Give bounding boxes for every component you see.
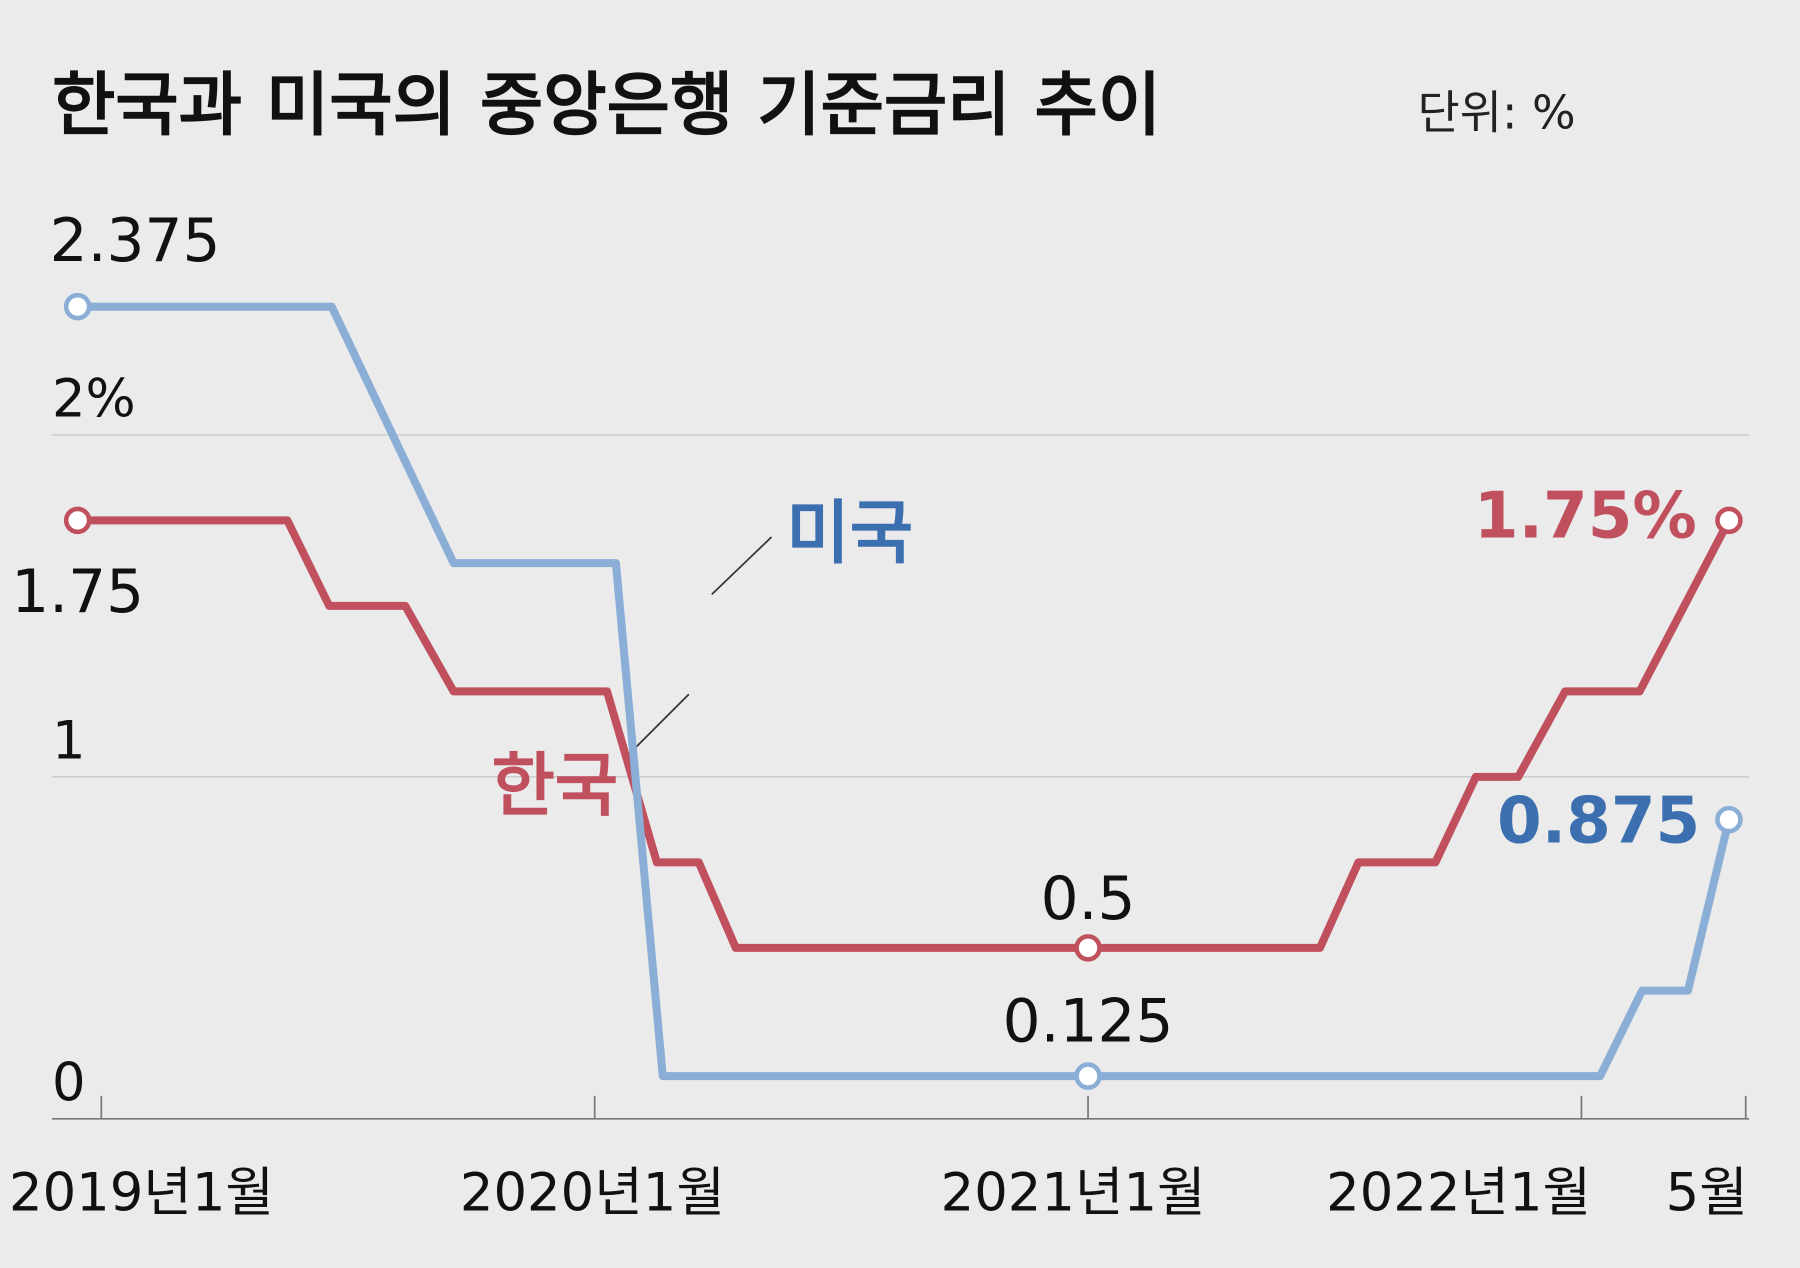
x-tick-label: 2020년1월 xyxy=(460,1163,725,1224)
series-line xyxy=(77,516,1733,952)
data-point xyxy=(63,506,92,535)
data-label: 1.75% xyxy=(1474,479,1697,554)
data-point xyxy=(1715,506,1743,535)
data-point xyxy=(1715,805,1743,834)
data-point xyxy=(1074,934,1102,962)
data-label: 1.75 xyxy=(11,558,144,627)
series-label: 한국 xyxy=(491,746,618,826)
x-tick-label: 2019년1월 xyxy=(9,1163,274,1224)
unit-label: 단위: % xyxy=(1418,86,1576,140)
y-tick-label: 1 xyxy=(52,711,86,772)
data-point xyxy=(1074,1062,1102,1090)
y-tick-label: 2% xyxy=(52,369,136,430)
data-label: 0.5 xyxy=(1041,865,1136,934)
x-tick-label: 5월 xyxy=(1666,1163,1748,1224)
data-label: 2.375 xyxy=(50,207,221,276)
data-label: 0.125 xyxy=(1003,988,1174,1057)
y-tick-label: 0 xyxy=(52,1052,86,1113)
x-tick-label: 2021년1월 xyxy=(941,1163,1206,1224)
series-line xyxy=(77,302,1733,1081)
leader-line xyxy=(628,693,690,755)
x-tick-label: 2022년1월 xyxy=(1326,1163,1591,1224)
series-label: 미국 xyxy=(786,494,913,574)
data-label: 0.875 xyxy=(1497,784,1700,859)
chart-title: 한국과 미국의 중앙은행 기준금리 추이 xyxy=(52,66,1161,146)
leader-line xyxy=(711,536,773,596)
data-point xyxy=(63,292,92,321)
